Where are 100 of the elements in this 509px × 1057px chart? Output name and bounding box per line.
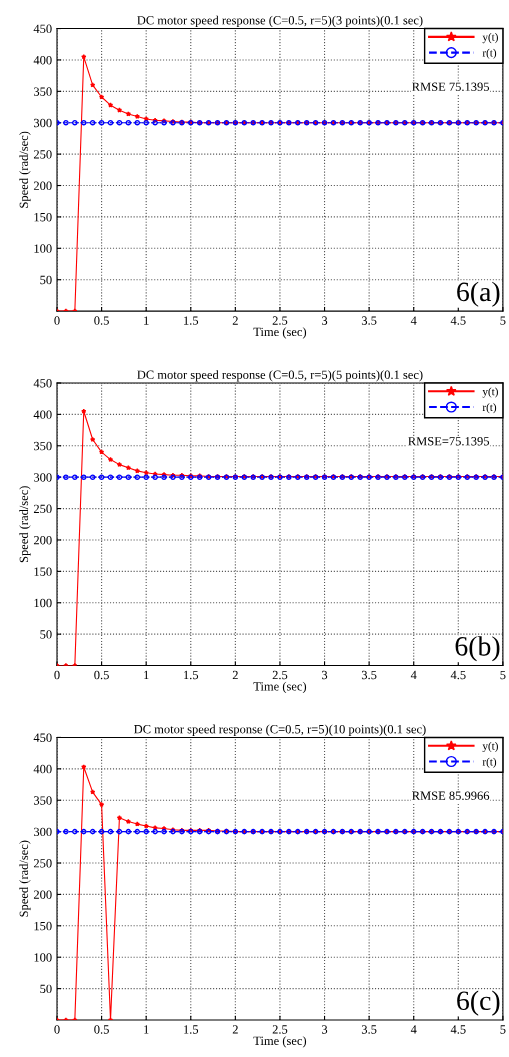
point [81, 408, 87, 414]
point [116, 815, 123, 821]
x-axis-title: Time (sec) [253, 327, 307, 339]
point [107, 119, 114, 126]
y-tick-label: 100 [34, 244, 52, 253]
x-tick-label: 5 [500, 1025, 506, 1034]
x-tick-label: 2 [232, 670, 238, 680]
x-tick-label: 0.5 [94, 316, 109, 325]
x-tick-label: 4 [410, 1025, 417, 1034]
legend-label: r(t) [482, 403, 497, 414]
y-tick-label: 200 [33, 890, 52, 899]
y-tick-label: 350 [33, 796, 52, 805]
annotation: 6(c) [457, 990, 500, 1016]
point [107, 456, 114, 462]
chart-title: DC motor speed response (C=0.5, r=5)(10 points)(0.1 sec) [134, 724, 426, 736]
x-tick-label: 1.5 [184, 1025, 199, 1034]
chart-title: DC motor speed response (C=0.5, r=5)(3 points)(0.1 sec) [137, 15, 423, 28]
x-tick-label: 4.5 [450, 1025, 466, 1034]
point [80, 474, 87, 480]
point [143, 470, 149, 476]
annotation: 6(a) [457, 281, 500, 307]
point [125, 818, 132, 824]
x-tick-label: 0 [54, 670, 60, 680]
y-tick-label: 150 [34, 212, 52, 222]
point [90, 789, 96, 795]
y-tick-label: 300 [33, 473, 52, 482]
x-tick-label: 3 [322, 670, 328, 680]
point [134, 474, 141, 480]
legend-label: r(t) [482, 757, 497, 768]
point [63, 828, 69, 835]
y-tick-label: 200 [33, 535, 52, 545]
point [116, 461, 123, 467]
x-tick-label: 1 [144, 1025, 149, 1034]
y-tick-label: 400 [33, 764, 52, 774]
x-tick-label: 4 [410, 316, 417, 325]
point [98, 474, 105, 480]
point [98, 801, 105, 808]
point [125, 474, 132, 480]
point [143, 828, 149, 835]
y-tick-label: 400 [33, 410, 52, 419]
y-tick-label: 50 [40, 984, 52, 994]
x-tick-label: 0 [54, 1025, 60, 1034]
x-tick-label: 1.5 [184, 316, 199, 325]
point [134, 113, 140, 119]
y-tick-label: 450 [33, 733, 52, 742]
y-tick-label: 450 [33, 24, 52, 33]
y-tick-label: 50 [40, 630, 52, 639]
x-tick-label: 5 [500, 670, 506, 680]
x-axis-title: Time (sec) [253, 1036, 307, 1048]
y-tick-label: 250 [33, 859, 52, 868]
x-tick-label: 0.5 [94, 670, 109, 680]
x-axis-title: Time (sec) [253, 681, 307, 694]
y-tick-label: 450 [33, 379, 52, 388]
chart-title: DC motor speed response (C=0.5, r=5)(5 points)(0.1 sec) [137, 370, 423, 382]
legend-label: y(t) [482, 387, 498, 398]
y-tick-label: 100 [34, 953, 52, 962]
y-tick-label: 250 [33, 504, 52, 514]
point [72, 828, 78, 835]
x-tick-label: 2.5 [272, 1025, 288, 1034]
point [81, 764, 87, 770]
point [125, 464, 132, 471]
x-tick-label: 2.5 [272, 670, 288, 680]
point [63, 474, 69, 480]
x-tick-label: 2 [232, 1025, 238, 1034]
point [90, 436, 96, 442]
point [72, 474, 78, 480]
y-tick-label: 150 [34, 567, 52, 576]
x-tick-label: 5 [500, 316, 506, 325]
x-tick-label: 0 [54, 316, 60, 325]
y-tick-label: 300 [33, 827, 52, 837]
point [63, 119, 69, 126]
y-tick-label: 200 [33, 181, 52, 190]
x-tick-label: 1 [144, 316, 149, 325]
point [143, 119, 149, 126]
annotation: 6(b) [455, 636, 500, 662]
point [161, 828, 167, 835]
y-axis-title: Speed (rad/sec) [19, 840, 31, 917]
y-tick-label: 400 [33, 55, 52, 65]
y-tick-label: 300 [33, 118, 52, 128]
point [116, 474, 123, 480]
x-tick-label: 3.5 [361, 316, 377, 325]
x-tick-label: 2 [232, 316, 238, 325]
y-tick-label: 350 [33, 441, 52, 451]
legend-label: y(t) [482, 741, 498, 753]
annotation: RMSE 75.1395 [412, 82, 490, 92]
point [90, 82, 96, 88]
point [81, 54, 87, 60]
y-tick-label: 250 [33, 150, 52, 159]
legend-label: r(t) [482, 48, 497, 59]
y-tick-label: 50 [40, 275, 52, 285]
x-tick-label: 4 [410, 670, 417, 680]
point [107, 474, 114, 480]
point [72, 119, 78, 126]
point [152, 828, 158, 835]
y-tick-label: 150 [34, 921, 52, 931]
x-tick-label: 3.5 [361, 1025, 377, 1034]
x-tick-label: 3 [322, 1025, 328, 1034]
annotation: RMSE 85.9966 [412, 791, 490, 800]
x-tick-label: 3.5 [361, 670, 377, 680]
x-tick-label: 3 [322, 316, 328, 325]
